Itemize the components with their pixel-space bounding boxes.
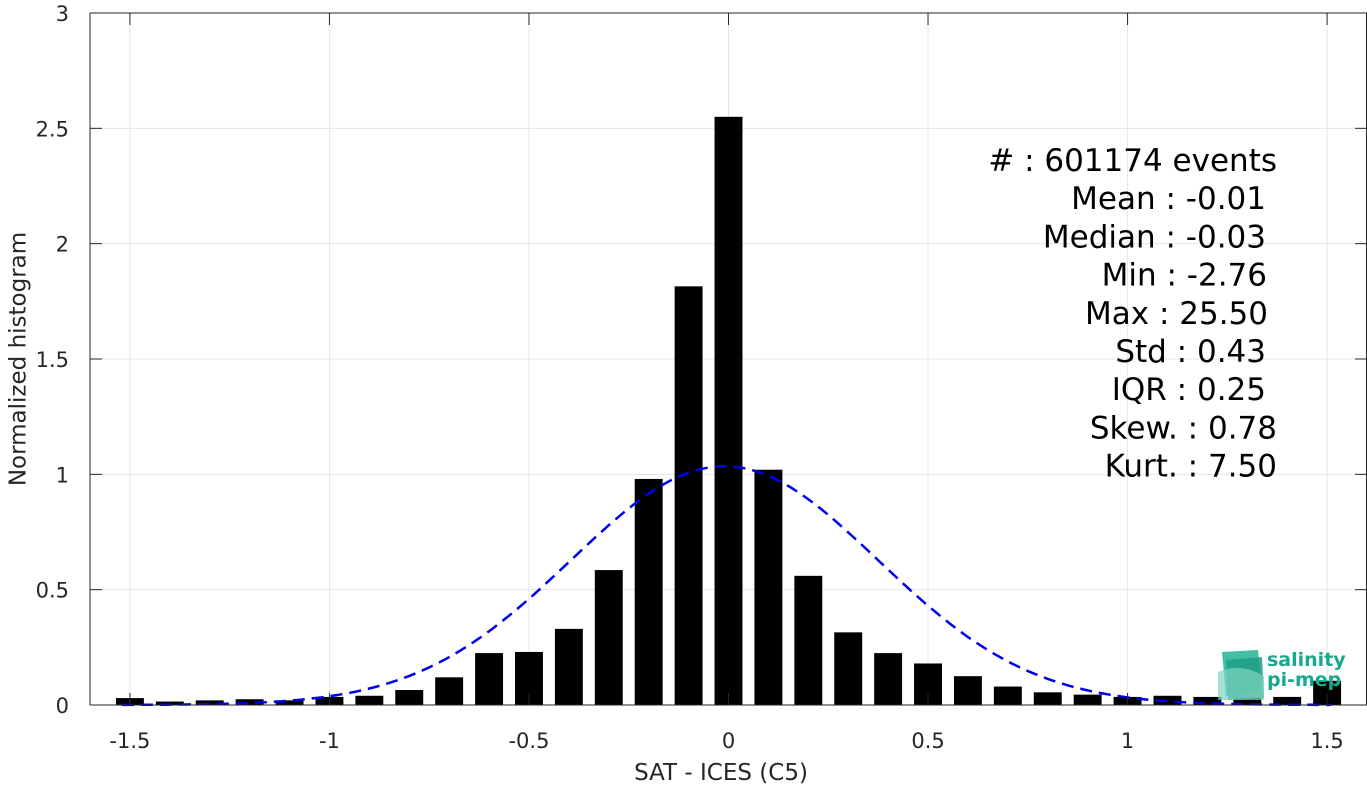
histogram-bar <box>1153 695 1182 705</box>
histogram-bar <box>1233 696 1262 705</box>
histogram-bar <box>475 653 504 705</box>
histogram-bar <box>1073 694 1102 705</box>
logo-line1: salinity <box>1267 649 1346 671</box>
stats-line: Skew. : 0.78 <box>1090 410 1277 446</box>
y-tick-label: 2.5 <box>36 117 69 141</box>
histogram-bars <box>115 116 1342 706</box>
stats-line: Min : -2.76 <box>1102 258 1267 294</box>
histogram-bar <box>993 686 1022 705</box>
stats-line: Kurt. : 7.50 <box>1105 449 1277 485</box>
x-tick-labels: -1.5 -1 -0.5 0 0.5 1 1.5 <box>109 729 1343 753</box>
y-tick-label: 2 <box>56 233 69 257</box>
histogram-bar <box>195 700 224 705</box>
histogram-bar <box>634 478 663 705</box>
stats-line: IQR : 0.25 <box>1112 372 1266 408</box>
histogram-bar <box>874 653 903 705</box>
x-tick-label: 1 <box>1121 729 1134 753</box>
histogram-bar <box>275 700 304 705</box>
histogram-bar <box>754 469 783 705</box>
stats-line: Mean : -0.01 <box>1071 181 1266 217</box>
histogram-bar <box>594 570 623 705</box>
histogram-bar <box>1273 696 1302 705</box>
x-tick-label: -0.5 <box>508 729 549 753</box>
histogram-bar <box>714 116 743 706</box>
histogram-bar <box>953 676 982 705</box>
x-tick-label: 0 <box>722 729 735 753</box>
histogram-bar <box>235 699 264 705</box>
y-tick-label: 0 <box>56 694 69 718</box>
histogram-bar <box>435 677 464 705</box>
logo-emblem-icon <box>1218 650 1264 700</box>
logo-line2: pi-mep <box>1267 669 1341 691</box>
histogram-bar <box>834 632 863 705</box>
x-tick-label: -1.5 <box>109 729 150 753</box>
histogram-bar <box>355 695 384 705</box>
y-tick-label: 0.5 <box>36 579 69 603</box>
x-axis-label: SAT - ICES (C5) <box>634 760 808 785</box>
x-tick-label: 1.5 <box>1310 729 1343 753</box>
stats-line: Median : -0.03 <box>1043 219 1266 255</box>
x-tick-label: -1 <box>319 729 340 753</box>
gaussian-fit-curve <box>121 465 1332 707</box>
histogram-bar <box>1193 696 1222 705</box>
histogram-bar <box>395 690 424 705</box>
y-tick-label: 3 <box>56 2 69 26</box>
stats-line: Max : 25.50 <box>1085 296 1268 332</box>
y-tick-label: 1 <box>56 463 69 487</box>
histogram-bar <box>674 286 703 705</box>
histogram-bar <box>794 575 823 705</box>
y-tick-labels: 0 0.5 1 1.5 2 2.5 3 <box>36 2 69 718</box>
histogram-bar <box>554 628 583 705</box>
y-tick-label: 1.5 <box>36 348 69 372</box>
salinity-pi-mep-logo: salinity pi-mep <box>1218 649 1346 700</box>
histogram-bar <box>1033 692 1062 705</box>
histogram-bar <box>155 701 184 705</box>
stats-line: # : 601174 events <box>988 143 1277 179</box>
stats-line: Std : 0.43 <box>1115 334 1266 370</box>
x-tick-label: 0.5 <box>911 729 944 753</box>
y-axis-label: Normalized histogram <box>6 232 32 486</box>
